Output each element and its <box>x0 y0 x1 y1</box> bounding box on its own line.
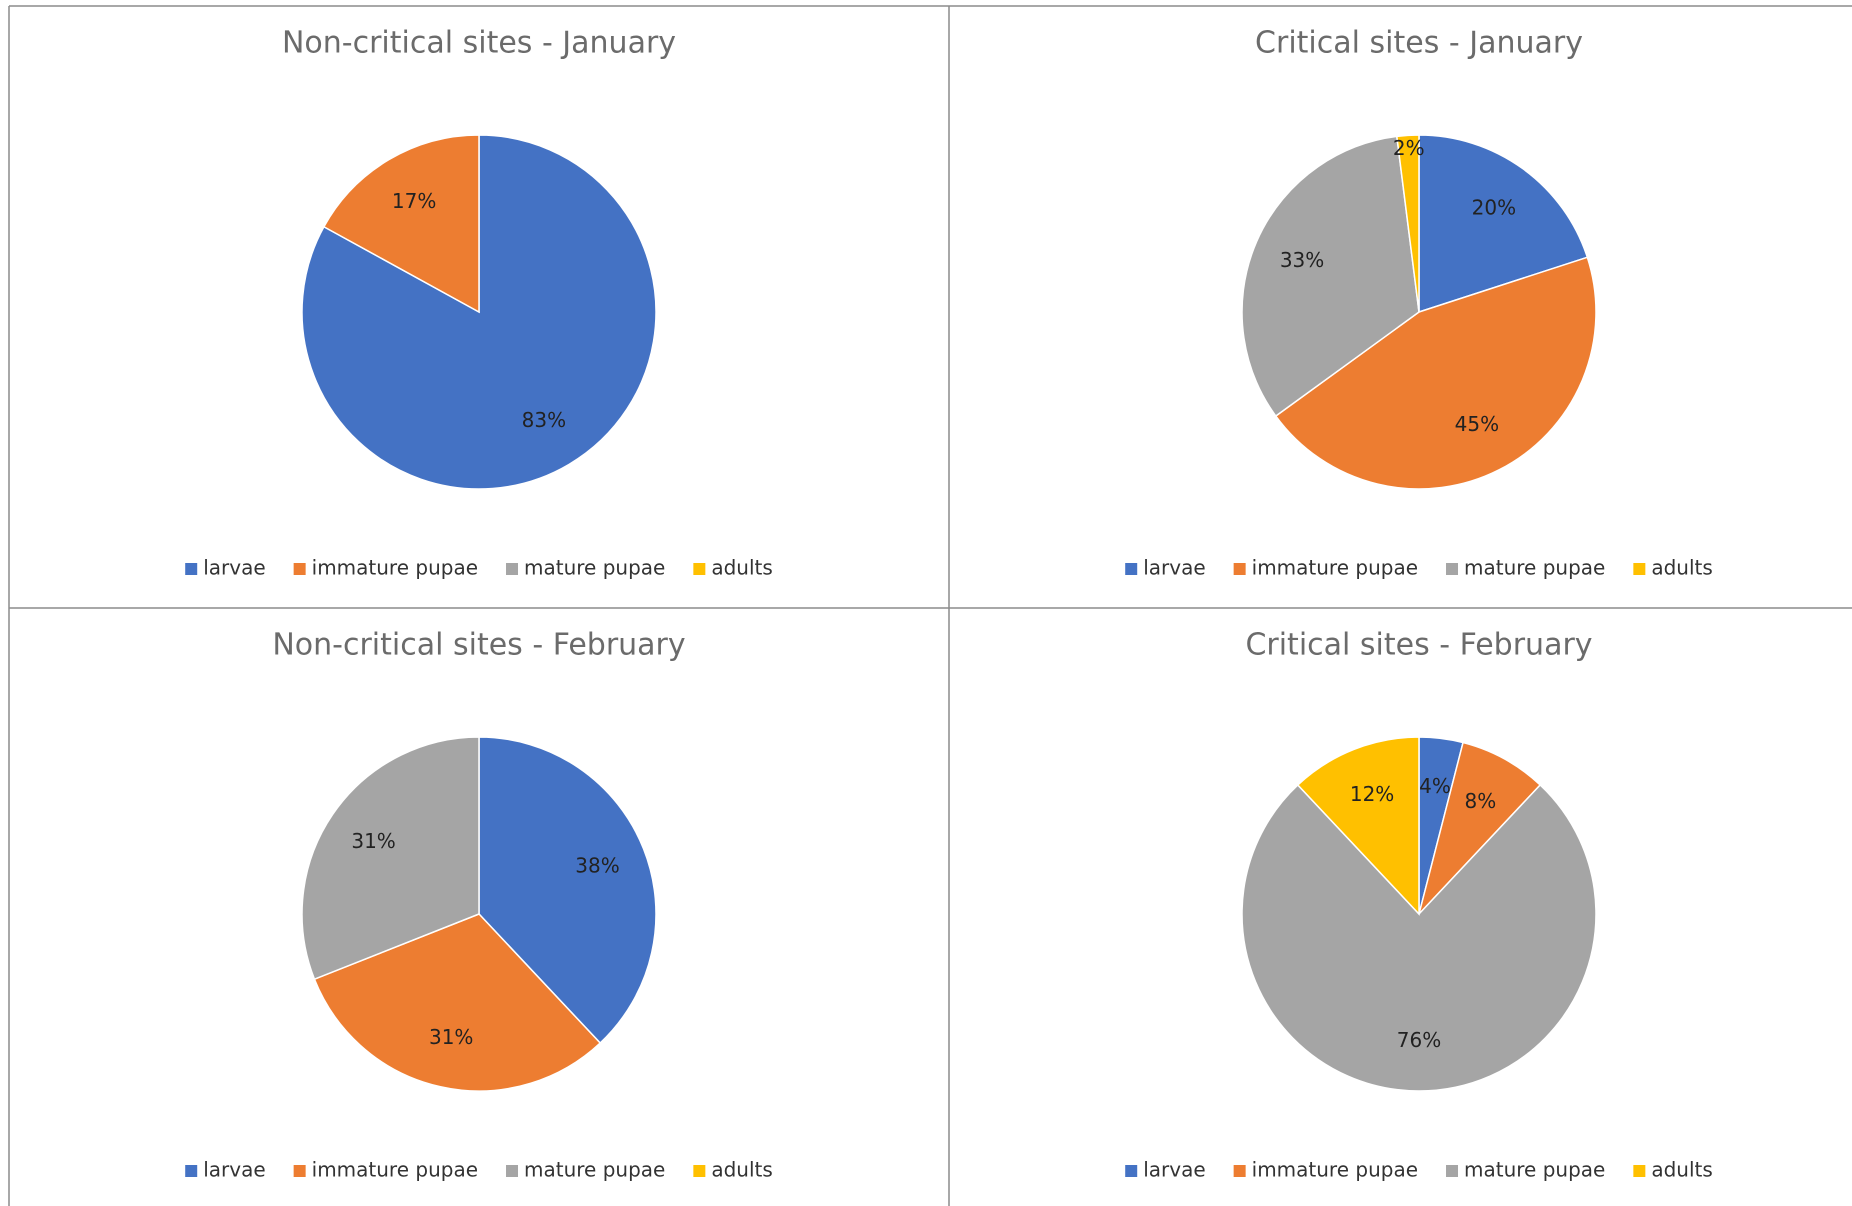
legend-label: immature pupae <box>1252 1158 1418 1182</box>
legend-label: mature pupae <box>524 556 665 580</box>
legend-label: larvae <box>1143 1158 1205 1182</box>
legend-swatch <box>693 1165 706 1177</box>
legend-label: immature pupae <box>312 1158 478 1182</box>
chart-title: Critical sites - February <box>1245 628 1592 663</box>
chart-panel: Critical sites - January 20% 45% 33% 2% larva… <box>1125 26 1713 580</box>
pie-slice <box>1296 736 1420 916</box>
legend: larvae immature pupae mature pupae adults <box>185 556 773 580</box>
data-label: 2% <box>1393 136 1425 160</box>
legend-swatch <box>1233 1165 1246 1177</box>
pie-slice <box>478 736 657 1045</box>
data-label: 76% <box>1397 1028 1441 1052</box>
pie-slice <box>322 134 480 314</box>
data-label: 8% <box>1465 789 1497 813</box>
pie-slice <box>301 134 657 490</box>
pie-slice <box>313 913 602 1092</box>
legend: larvae immature pupae mature pupae adults <box>1125 556 1713 580</box>
data-label: 38% <box>575 854 619 878</box>
pie-slice <box>1395 134 1420 313</box>
pie-slice <box>1418 741 1542 915</box>
chart-title: Critical sites - January <box>1255 26 1583 61</box>
legend-swatch <box>506 1165 519 1177</box>
legend-label: immature pupae <box>312 556 478 580</box>
chart-panel: Critical sites - February 4% 8% 76% 12% larva… <box>1125 628 1713 1182</box>
legend-swatch <box>506 563 519 575</box>
pie-slice <box>1418 134 1589 314</box>
chart-panel: Non-critical sites - February 38% 31% 31% la… <box>185 628 773 1182</box>
legend-swatch <box>1633 563 1646 575</box>
legend-label: mature pupae <box>524 1158 665 1182</box>
legend-label: adults <box>711 556 772 580</box>
legend-label: adults <box>1651 1158 1712 1182</box>
legend-label: mature pupae <box>1464 556 1605 580</box>
data-label: 31% <box>351 829 395 853</box>
legend-label: larvae <box>1143 556 1205 580</box>
data-label: 20% <box>1472 195 1516 219</box>
chart-panel: Non-critical sites - January 83% 17% larvae… <box>185 26 773 580</box>
data-label: 31% <box>429 1025 473 1049</box>
data-label: 83% <box>522 408 566 432</box>
data-label: 4% <box>1419 774 1451 798</box>
data-label: 17% <box>392 189 436 213</box>
legend-swatch <box>1446 563 1459 575</box>
pie-slice <box>301 736 480 981</box>
legend-label: immature pupae <box>1252 556 1418 580</box>
pie-slice <box>1274 256 1597 490</box>
legend-swatch <box>1125 1165 1138 1177</box>
data-label: 45% <box>1455 412 1499 436</box>
legend-swatch <box>185 563 198 575</box>
legend-swatch <box>293 563 306 575</box>
legend-label: adults <box>711 1158 772 1182</box>
legend-label: adults <box>1651 556 1712 580</box>
legend: larvae immature pupae mature pupae adults <box>1125 1158 1713 1182</box>
legend-swatch <box>185 1165 198 1177</box>
legend-swatch <box>1633 1165 1646 1177</box>
legend-label: larvae <box>203 556 265 580</box>
legend-swatch <box>1446 1165 1459 1177</box>
chart-title: Non-critical sites - January <box>282 26 676 61</box>
data-label: 12% <box>1350 782 1394 806</box>
legend-label: mature pupae <box>1464 1158 1605 1182</box>
legend: larvae immature pupae mature pupae adults <box>185 1158 773 1182</box>
legend-label: larvae <box>203 1158 265 1182</box>
legend-swatch <box>693 563 706 575</box>
data-label: 33% <box>1280 248 1324 272</box>
legend-swatch <box>1233 563 1246 575</box>
legend-swatch <box>1125 563 1138 575</box>
pie-slice <box>1241 783 1597 1092</box>
legend-swatch <box>293 1165 306 1177</box>
chart-title: Non-critical sites - February <box>272 628 685 663</box>
pie-slice <box>1241 135 1420 418</box>
